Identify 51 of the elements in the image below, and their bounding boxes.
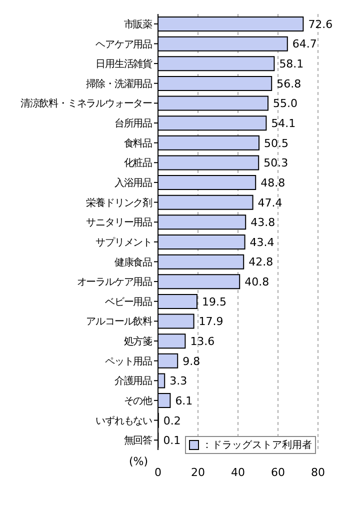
text: 58.1 [279,58,304,71]
y-tick-label: 清涼飲料・ミネラルウォーター [20,98,153,110]
y-tick-label: 入浴用品 [114,177,153,190]
text: 0.1 [163,434,181,448]
y-tick-label: 日用生活雑貨 [96,58,153,70]
text: 43.4 [250,236,274,249]
y-tick-label: 化粧品 [124,157,153,170]
y-tick-label: ヘアケア用品 [96,39,153,50]
y-tick-label: 市販薬 [124,18,153,30]
text: 55.0 [273,97,298,110]
x-axis-title: (%) [128,454,148,468]
y-tick-label: 処方箋 [124,336,153,348]
y-tick-label: 無回答 [124,434,153,447]
y-tick-label: オーラルケア用品 [76,277,153,288]
y-tick-label: 健康食品 [114,256,153,268]
legend-label: ：ドラッグストア利用者 [202,438,312,452]
text: 64.7 [292,38,317,51]
text: 50.5 [264,136,288,150]
y-tick-label: サプリメント [96,236,152,248]
text: 17.9 [198,315,224,328]
text: 9.8 [182,354,200,368]
y-tick-label: 栄養ドリンク剤 [86,196,153,209]
x-tick-label: 0 [154,466,162,479]
text: 48.8 [260,176,286,190]
y-tick-label: アルコール飲料 [86,316,153,328]
text: 0.2 [163,414,181,428]
y-tick-label: ベビー用品 [104,296,153,308]
text: 42.8 [248,256,274,269]
x-tick-label: 80 [311,466,325,479]
y-tick-label: 介護用品 [114,375,153,388]
y-tick-label: いずれもない [96,414,153,427]
y-tick-label: 掃除・洗濯用品 [86,78,153,90]
y-tick-label: 台所用品 [114,118,153,130]
text: 56.8 [276,77,302,90]
text: 54.1 [271,116,296,130]
text: 40.8 [244,276,270,289]
y-tick-label: ペット用品 [104,356,153,368]
text: 3.3 [170,374,188,388]
text: 6.1 [175,394,193,408]
x-tick-label: 40 [231,466,245,479]
text: 72.6 [308,18,333,31]
x-tick-label: 20 [191,466,205,479]
text: 47.4 [258,196,282,210]
y-tick-label: 食料品 [124,137,153,150]
x-tick-label: 60 [271,466,285,479]
text: 19.5 [202,295,226,308]
y-tick-label: サニタリー用品 [86,218,153,229]
y-tick-label: その他 [124,395,153,408]
text: 13.6 [190,334,215,348]
text: 43.8 [250,216,276,230]
text: 50.3 [264,156,288,170]
